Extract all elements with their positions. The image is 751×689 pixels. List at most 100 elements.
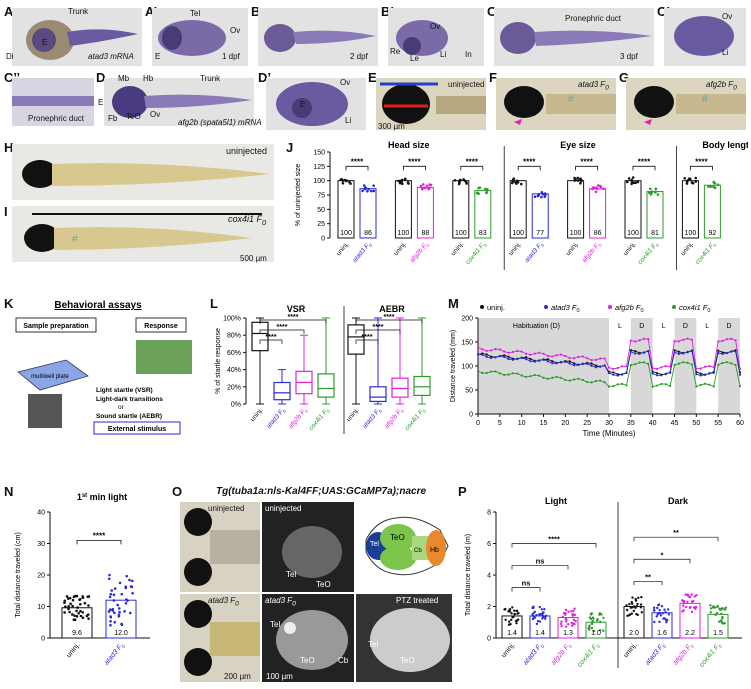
k-prep-box (15, 317, 97, 333)
series-point (690, 338, 694, 341)
data-point (107, 577, 111, 581)
data-point (659, 614, 663, 617)
sig-bracket (403, 165, 426, 171)
data-point (567, 610, 570, 613)
series-point (629, 339, 632, 342)
data-point (625, 604, 628, 607)
y-axis-label: Total distance traveled (m) (465, 534, 472, 616)
tick-label: cox4i1 F0 (308, 406, 332, 432)
data-point (634, 606, 637, 610)
sig-label: ** (673, 528, 679, 537)
data-point (124, 602, 128, 605)
data-point (81, 616, 85, 620)
data-point (532, 615, 535, 618)
k-response: Response (144, 323, 178, 330)
series-point (481, 348, 484, 351)
data-point (366, 190, 369, 193)
data-point (543, 192, 547, 195)
tick-label: cox4i1 F0 (404, 406, 428, 432)
data-point (560, 620, 563, 623)
series-point (638, 352, 641, 355)
series-point (703, 382, 707, 385)
y-tick-label: 100 (313, 178, 325, 185)
sig-label: **** (523, 157, 536, 166)
series-point (581, 355, 584, 358)
series-point (673, 351, 676, 354)
series-point (538, 374, 541, 377)
series-point (660, 382, 663, 386)
series-point (503, 355, 506, 359)
sig-bracket (259, 339, 283, 344)
series-point (677, 362, 680, 365)
panel-title: VSR (287, 304, 306, 314)
bar-value-label: 100 (627, 230, 639, 237)
bar-value-label: 88 (422, 230, 430, 237)
data-point (640, 595, 643, 599)
data-point (657, 603, 660, 607)
box (413, 375, 431, 397)
data-point (598, 184, 602, 188)
series-point (699, 372, 702, 375)
tick-label: uninj. (450, 241, 465, 258)
data-point (400, 178, 404, 182)
box (273, 381, 291, 401)
series-point (677, 340, 680, 343)
series-point (634, 350, 637, 353)
series-point (673, 363, 676, 367)
sig-label: **** (695, 157, 708, 166)
bar (707, 613, 729, 639)
data-point (634, 597, 637, 601)
sig-bracket (633, 536, 719, 542)
bar-value-label: 12.0 (114, 630, 128, 637)
tick-label: cox4i1 F0 (576, 642, 602, 670)
data-point (663, 608, 666, 611)
series-point (511, 372, 515, 375)
series-point (546, 358, 549, 361)
series-point (721, 361, 724, 365)
tick-label: afg2b F0 (287, 406, 309, 430)
data-point (485, 190, 489, 194)
bar-value-label: 77 (536, 230, 544, 237)
y-tick-label: 20 (37, 573, 45, 580)
data-point (690, 181, 694, 184)
data-point (75, 609, 78, 613)
data-point (535, 613, 538, 617)
series-point (660, 366, 663, 369)
svg-text:Hb: Hb (430, 547, 439, 554)
series-point (651, 385, 654, 388)
sig-label: ns (536, 557, 545, 566)
k-title: Behavioral assays (54, 300, 142, 311)
series-point (599, 365, 602, 368)
series-point (682, 338, 685, 341)
data-point (711, 606, 715, 609)
data-point (421, 183, 425, 186)
data-point (592, 629, 596, 633)
series-point (494, 348, 497, 351)
series-point (481, 371, 484, 375)
data-point (602, 629, 605, 632)
bar-value-label: 1.5 (713, 630, 723, 637)
sig-bracket (633, 558, 691, 564)
series-point (708, 372, 711, 375)
data-point (108, 608, 112, 611)
data-point (713, 186, 717, 190)
k-or: or (118, 404, 125, 411)
legend-marker (544, 305, 548, 309)
series-point (551, 362, 554, 365)
data-point (693, 595, 697, 598)
series-point (551, 355, 554, 358)
series-point (730, 337, 733, 340)
legend-entry: afg2b F0 (615, 303, 644, 314)
k-s1: Light startle (VSR) (96, 387, 153, 394)
data-point (63, 601, 66, 605)
series-point (476, 369, 480, 373)
data-point (599, 620, 602, 623)
series-point (520, 374, 523, 377)
data-point (573, 613, 577, 617)
series-point (616, 374, 619, 377)
data-point (516, 612, 519, 615)
series-point (682, 352, 685, 355)
series-point (507, 357, 510, 361)
sig-label: ** (645, 572, 651, 581)
series-point (498, 348, 501, 351)
